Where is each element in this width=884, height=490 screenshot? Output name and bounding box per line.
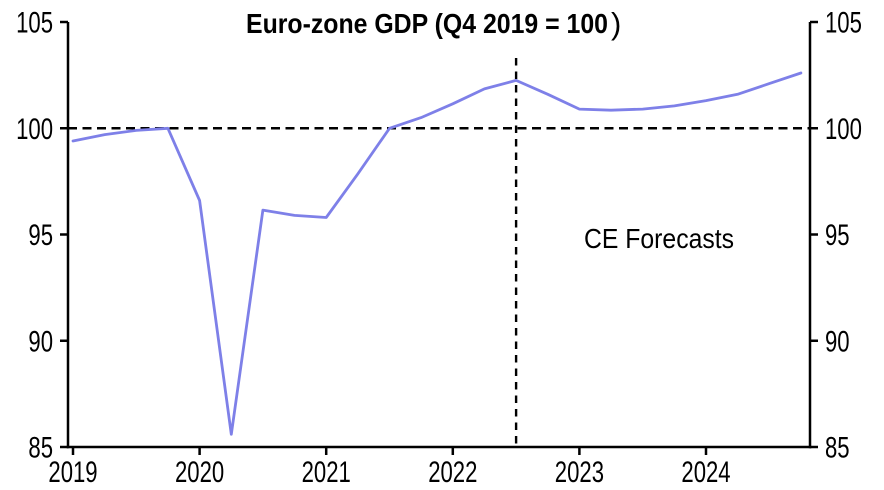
axes: [60, 20, 818, 455]
forecast-label: CE Forecasts: [584, 223, 734, 254]
chart-title: Euro-zone GDP (Q4 2019 = 100: [246, 8, 608, 39]
y-tick-label-left: 105: [16, 7, 53, 40]
y-tick-label-right: 105: [825, 7, 862, 40]
x-tick-label: 2023: [555, 456, 604, 489]
y-tick-label-right: 85: [825, 432, 850, 465]
axis-tick-labels: 85 85 90 90 95 95 100 100 105 105 2019 2020 2021 2022…: [16, 7, 862, 490]
data-series: [71, 71, 803, 436]
y-tick-label-left: 90: [28, 325, 53, 358]
y-tick-label-right: 100: [825, 113, 862, 146]
y-tick-label-left: 95: [28, 219, 53, 252]
x-tick-label: 2024: [681, 456, 730, 489]
y-tick-label-left: 85: [28, 432, 53, 465]
x-tick-label: 2020: [175, 456, 224, 489]
chart-title-paren: ): [611, 6, 621, 41]
x-tick-label: 2019: [48, 456, 97, 489]
y-tick-label-left: 100: [16, 113, 53, 146]
x-tick-label: 2022: [428, 456, 477, 489]
gdp-line: [71, 71, 803, 436]
y-tick-label-right: 90: [825, 325, 850, 358]
y-tick-label-right: 95: [825, 219, 850, 252]
reference-lines: [68, 58, 810, 447]
x-tick-label: 2021: [302, 456, 351, 489]
